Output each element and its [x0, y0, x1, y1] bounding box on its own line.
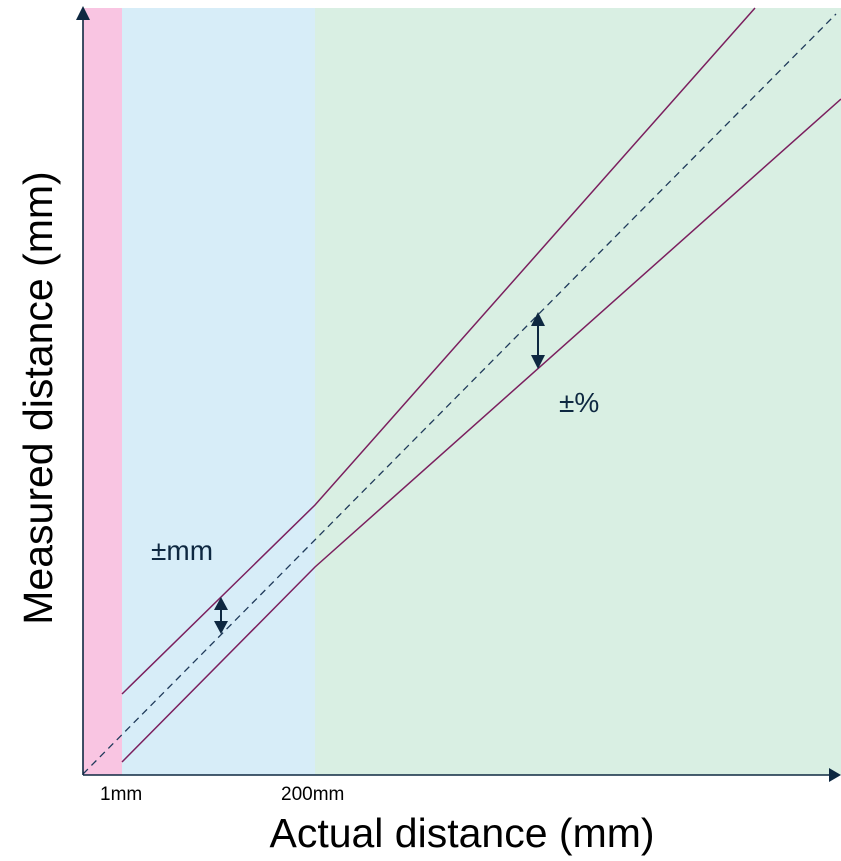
absolute-tolerance-arrow [214, 597, 228, 634]
region-1-to-200mm [122, 8, 315, 775]
region-above-200mm [315, 8, 841, 775]
region-below-1mm [83, 8, 122, 775]
upper-tolerance-line [121, 7, 756, 695]
x-axis-arrowhead [829, 768, 841, 782]
x-tick-200mm: 200mm [281, 784, 344, 805]
lower-tolerance-line [121, 98, 841, 763]
percent-tolerance-arrow [531, 312, 545, 369]
ideal-line [82, 13, 837, 775]
x-axis-title: Actual distance (mm) [269, 810, 654, 856]
absolute-tolerance-label: ±mm [151, 535, 213, 566]
y-axis-arrowhead [76, 6, 90, 20]
percent-tolerance-label: ±% [559, 387, 599, 418]
x-tick-1mm: 1mm [100, 784, 142, 805]
y-axis-title: Measured distance (mm) [15, 171, 61, 624]
